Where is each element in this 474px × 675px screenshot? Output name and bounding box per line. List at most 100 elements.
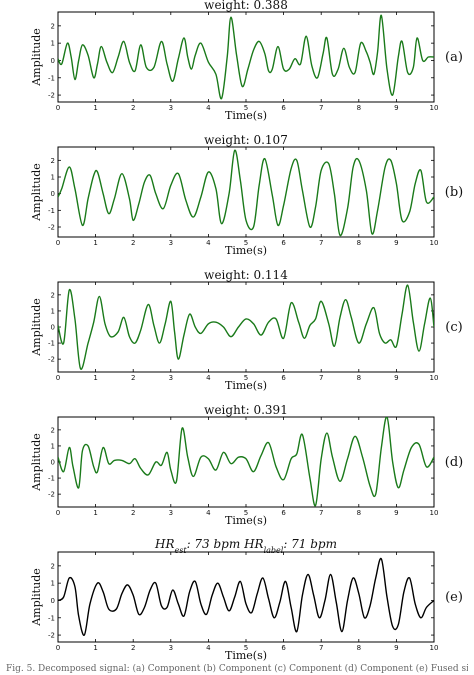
panel-label: (d) (445, 455, 463, 470)
x-tick-label: 3 (169, 509, 173, 517)
x-tick-label: 1 (93, 104, 97, 112)
x-tick-label: 9 (394, 239, 398, 247)
x-tick-label: 1 (93, 644, 97, 652)
panel-label: (a) (445, 50, 463, 65)
hr-label-prefix: HR (243, 537, 264, 551)
x-tick-label: 7 (319, 509, 323, 517)
hr-label-value: : 71 bpm (283, 537, 337, 551)
hr-label-subscript: label (264, 546, 284, 555)
x-tick-label: 1 (93, 239, 97, 247)
panel-label: (e) (445, 590, 463, 605)
y-tick-label: -1 (48, 475, 55, 483)
y-tick-label: -2 (48, 92, 55, 100)
y-axis-label: Amplitude (30, 28, 43, 87)
y-tick-label: 1 (51, 174, 55, 182)
x-tick-label: 4 (206, 239, 211, 247)
x-tick-label: 0 (56, 104, 60, 112)
x-tick-label: 6 (281, 509, 286, 517)
x-tick-label: 2 (131, 104, 135, 112)
x-tick-label: 9 (394, 104, 398, 112)
y-tick-label: 1 (51, 580, 55, 588)
x-tick-label: 3 (169, 644, 173, 652)
y-tick-label: 0 (51, 57, 55, 65)
x-tick-label: 5 (244, 104, 248, 112)
x-tick-label: 3 (169, 374, 173, 382)
x-tick-label: 6 (281, 239, 286, 247)
chart-panel-2: weight: 0.107 0 1 2 3 4 5 6 7 8 9 10 -2 -1 0 1 2 Time(s) A… (30, 133, 463, 257)
x-tick-label: 5 (244, 644, 248, 652)
x-tick-label: 0 (56, 509, 60, 517)
x-tick-label: 2 (131, 239, 135, 247)
y-axis-label: Amplitude (30, 163, 43, 222)
x-tick-label: 4 (206, 644, 211, 652)
x-tick-label: 0 (56, 374, 60, 382)
chart-title: weight: 0.388 (204, 0, 288, 12)
y-tick-label: 0 (51, 324, 55, 332)
y-axis-label: Amplitude (30, 568, 43, 627)
x-tick-label: 9 (394, 644, 398, 652)
x-tick-label: 4 (206, 104, 211, 112)
chart-panel-3: weight: 0.114 0 1 2 3 4 5 6 7 8 9 10 -2 -1 0 1 2 Time(s) A… (30, 268, 463, 392)
x-tick-label: 4 (206, 509, 211, 517)
y-tick-label: 1 (51, 307, 55, 315)
x-axis-label: Time(s) (225, 244, 267, 257)
y-tick-label: -1 (48, 340, 55, 348)
y-tick-label: 2 (51, 291, 55, 299)
signal-series-line (58, 284, 434, 370)
y-tick-label: 2 (51, 157, 55, 165)
x-tick-label: 2 (131, 509, 135, 517)
x-tick-label: 9 (394, 509, 398, 517)
x-axis-label: Time(s) (225, 649, 267, 662)
x-tick-label: 10 (430, 104, 439, 112)
y-axis-label: Amplitude (30, 298, 43, 357)
y-tick-label: 2 (51, 562, 55, 570)
x-tick-label: 8 (357, 374, 361, 382)
x-tick-label: 0 (56, 644, 60, 652)
y-tick-label: -1 (48, 207, 55, 215)
x-axis-label: Time(s) (225, 514, 267, 527)
hr-est-value: : 73 bpm (187, 537, 245, 551)
x-axis-label: Time(s) (225, 109, 267, 122)
x-tick-label: 0 (56, 239, 60, 247)
plot-frame (57, 146, 435, 238)
plot-frame (57, 416, 435, 508)
x-tick-label: 8 (357, 509, 361, 517)
x-tick-label: 10 (430, 374, 439, 382)
x-tick-label: 10 (430, 644, 439, 652)
y-tick-label: -2 (48, 491, 55, 499)
y-tick-label: 2 (51, 426, 55, 434)
x-tick-label: 8 (357, 644, 361, 652)
x-tick-label: 10 (430, 239, 439, 247)
signal-series-line (58, 557, 434, 636)
y-tick-label: 2 (51, 22, 55, 30)
y-tick-label: -2 (48, 224, 55, 232)
y-tick-label: -2 (48, 632, 55, 640)
y-tick-label: 0 (51, 190, 55, 198)
chart-title: weight: 0.114 (204, 268, 288, 282)
signal-series-line (58, 14, 434, 100)
y-tick-label: -2 (48, 356, 55, 364)
hr-est-prefix: HR (154, 537, 175, 551)
x-tick-label: 9 (394, 374, 398, 382)
figure-caption: Fig. 5. Decomposed signal: (a) Component… (6, 664, 468, 674)
hr-est-subscript: est (175, 546, 188, 555)
x-tick-label: 5 (244, 374, 248, 382)
x-axis-label: Time(s) (225, 379, 267, 392)
y-tick-label: -1 (48, 614, 55, 622)
y-tick-label: -1 (48, 74, 55, 82)
chart-title: weight: 0.107 (204, 133, 288, 147)
x-tick-label: 8 (357, 239, 361, 247)
x-tick-label: 3 (169, 104, 173, 112)
signal-series-line (58, 149, 434, 237)
signal-series-line (58, 417, 434, 507)
x-tick-label: 7 (319, 239, 323, 247)
x-tick-label: 6 (281, 644, 286, 652)
x-tick-label: 10 (430, 509, 439, 517)
x-tick-label: 7 (319, 104, 323, 112)
x-tick-label: 1 (93, 509, 97, 517)
x-tick-label: 6 (281, 374, 286, 382)
chart-title: weight: 0.391 (204, 403, 288, 417)
y-tick-label: 0 (51, 459, 55, 467)
